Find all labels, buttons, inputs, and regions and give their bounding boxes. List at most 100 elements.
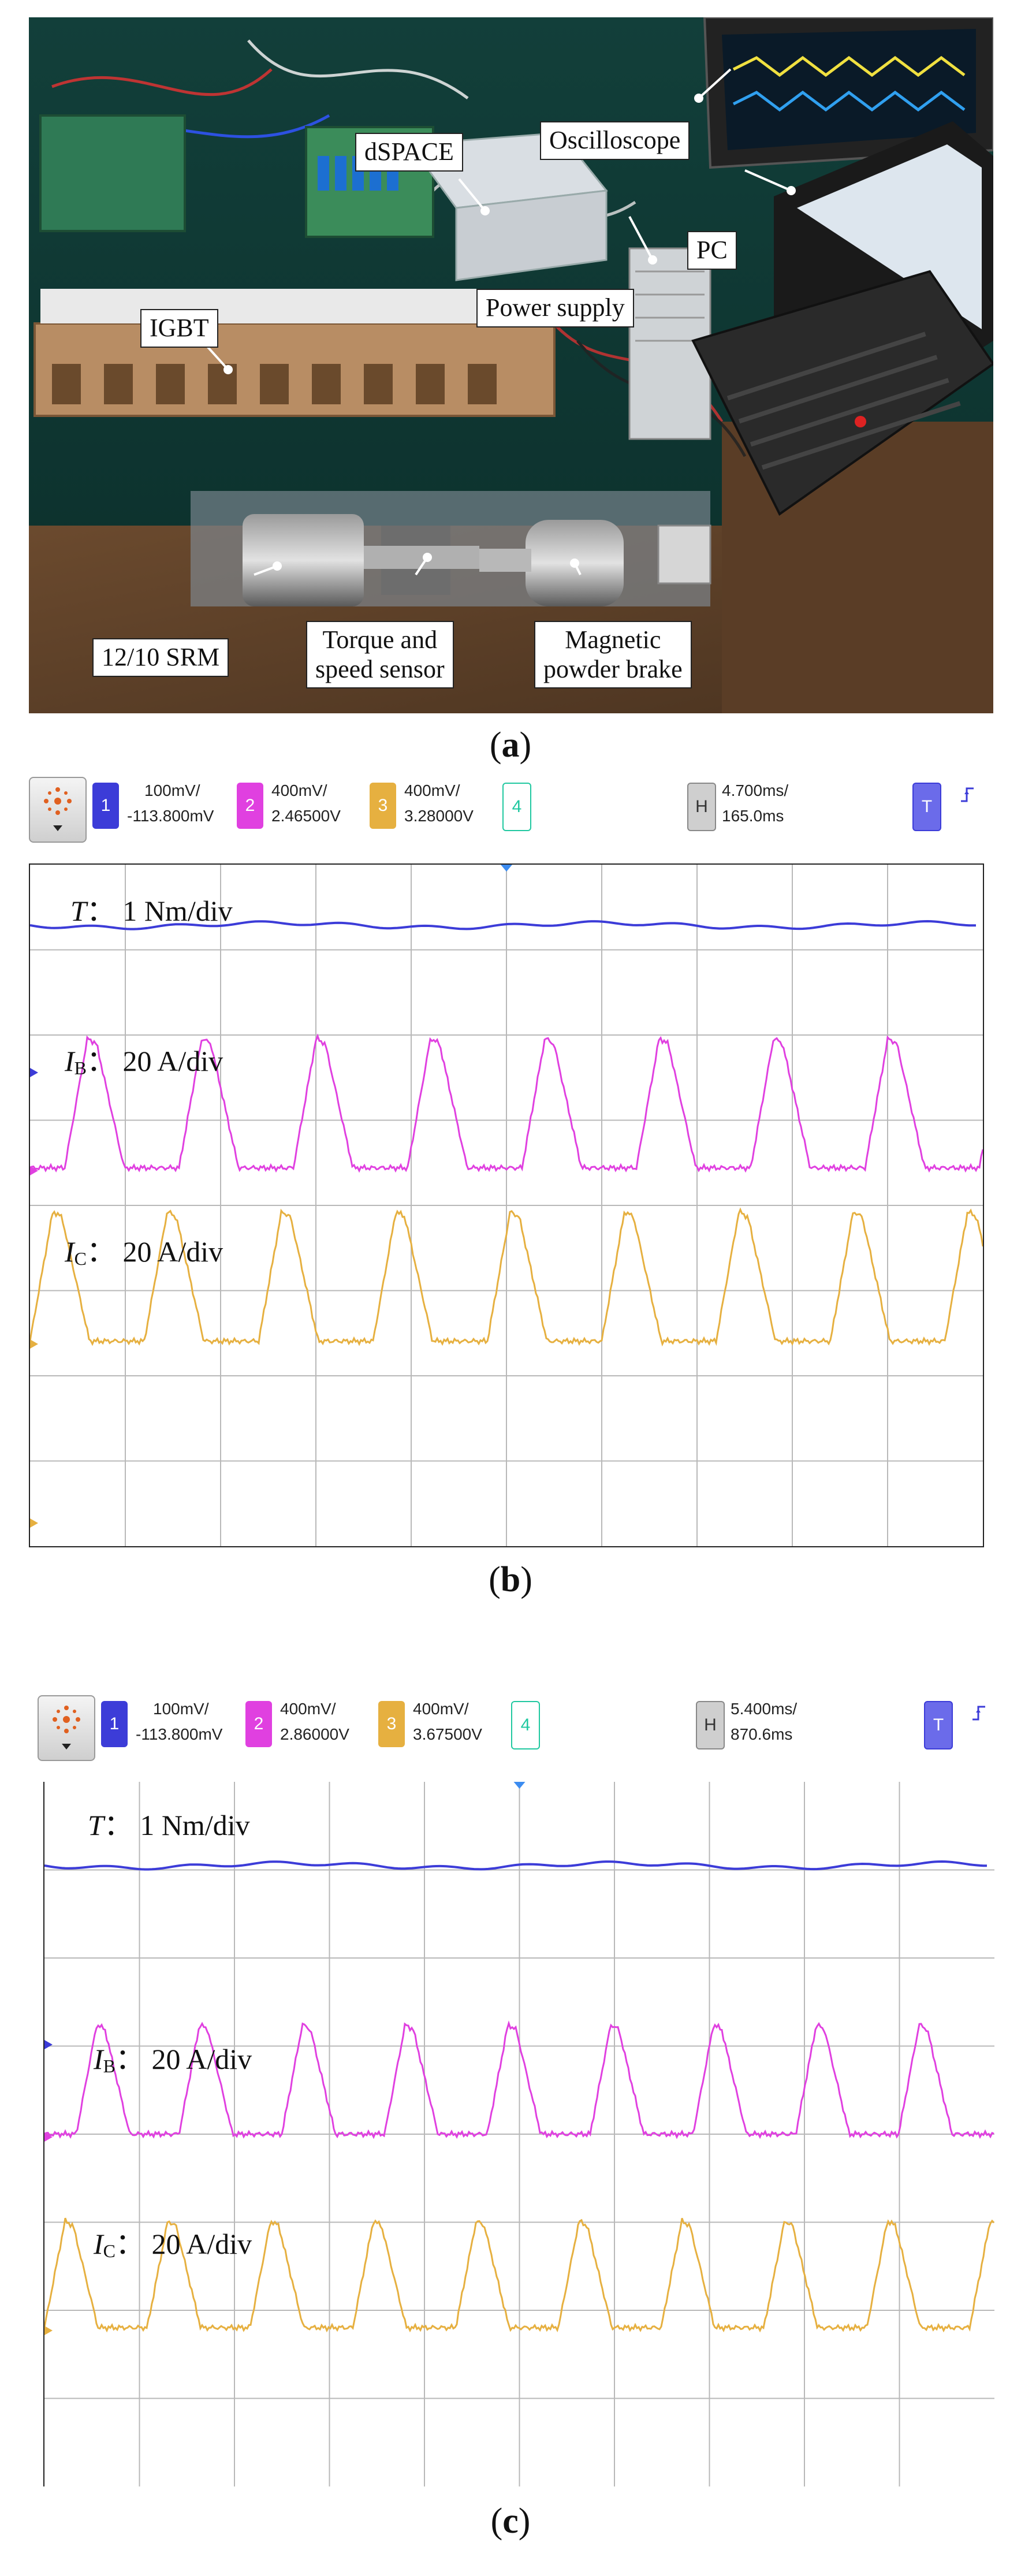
h-scale-b: 4.700ms/ <box>722 781 789 799</box>
channel-2-badge-b[interactable]: 2 <box>237 783 263 829</box>
channel-1-badge-b[interactable]: 1 <box>92 783 119 829</box>
caption-a: (a) <box>489 725 532 765</box>
ic-subscript-c: C <box>103 2240 115 2261</box>
channel-3-badge-c[interactable]: 3 <box>378 1701 405 1747</box>
ib-subscript-c: B <box>103 2056 115 2076</box>
ground-marker-1-b <box>30 1068 38 1077</box>
scope-menu-icon <box>44 787 72 831</box>
trigger-edge-icon <box>961 787 974 802</box>
channel-4-badge-c[interactable]: 4 <box>511 1701 540 1749</box>
horizontal-badge-c[interactable]: H <box>696 1701 725 1749</box>
trigger-badge-c[interactable]: T <box>924 1701 953 1749</box>
ib-scale-c: 20 A/div <box>151 2043 252 2075</box>
ic-symbol-b: I <box>65 1235 74 1268</box>
channel-2-settings-b: 400mV/2.46500V <box>271 778 341 829</box>
ic-symbol-c: I <box>94 2228 103 2260</box>
channel-2-settings-c: 400mV/2.86000V <box>280 1696 349 1747</box>
ch2-scale-c: 400mV/ <box>280 1700 336 1718</box>
torque-scale-b: 1 Nm/div <box>122 895 233 927</box>
trace-torque-b <box>29 920 977 930</box>
channel-4-badge-b[interactable]: 4 <box>502 783 531 831</box>
caption-b-letter: b <box>500 1560 521 1599</box>
horizontal-badge-b[interactable]: H <box>687 783 716 831</box>
label-power-supply: Power supply <box>476 289 634 327</box>
ib-scale-b: 20 A/div <box>122 1045 223 1077</box>
caption-b: (b) <box>489 1560 532 1599</box>
trace-label-ic-b: IC： 20 A/div <box>65 1235 223 1269</box>
trace-ib-b <box>29 1033 984 1173</box>
torque-symbol-c: T <box>88 1809 104 1841</box>
trace-label-ic-c: IC： 20 A/div <box>94 2228 252 2261</box>
label-brake-line1: Magnetic <box>565 626 661 654</box>
trigger-position-marker-b <box>501 865 512 872</box>
h-position-c: 870.6ms <box>731 1725 793 1743</box>
scope-menu-button-b[interactable] <box>29 777 87 843</box>
ch1-offset-b: -113.800mV <box>127 807 214 825</box>
grid-b <box>30 865 983 1546</box>
trace-label-torque-c: T： 1 Nm/div <box>88 1809 250 1841</box>
channel-3-badge-b[interactable]: 3 <box>370 783 396 829</box>
test-bench-photo: dSPACE Oscilloscope PC Power supply IGBT… <box>29 17 993 713</box>
scope-waveforms-c <box>43 1782 995 2486</box>
label-pc: PC <box>687 231 737 270</box>
channel-3-settings-c: 400mV/3.67500V <box>413 1696 482 1747</box>
ground-marker-4-b <box>30 1518 38 1528</box>
label-igbt: IGBT <box>140 309 218 348</box>
ch3-offset-b: 3.28000V <box>404 807 474 825</box>
ic-scale-c: 20 A/div <box>151 2228 252 2260</box>
torque-scale-c: 1 Nm/div <box>140 1809 250 1841</box>
ib-symbol-c: I <box>94 2043 103 2075</box>
ch1-scale-c: 100mV/ <box>153 1700 209 1718</box>
trace-ib-c <box>44 2020 994 2139</box>
ch2-offset-b: 2.46500V <box>271 807 341 825</box>
scope-waveforms-b <box>29 865 984 1546</box>
ib-symbol-b: I <box>65 1045 74 1077</box>
scope-panel-b: 1 100mV/ -113.800mV 2 400mV/2.46500V 3 40… <box>0 777 1021 1551</box>
scope-panel-c: 1 100mV/ -113.800mV 2 400mV/2.86000V 3 40… <box>0 1695 1021 2489</box>
trace-ic-b <box>29 1207 984 1347</box>
channel-2-badge-c[interactable]: 2 <box>245 1701 272 1747</box>
ground-marker-3-c <box>44 2326 53 2335</box>
ground-marker-1-c <box>44 2040 53 2049</box>
ch1-scale-b: 100mV/ <box>144 781 200 799</box>
scope-screen-c: T： 1 Nm/div IB： 20 A/div IC： 20 A/div <box>43 1782 995 2486</box>
label-dspace: dSPACE <box>355 133 463 172</box>
ch3-offset-c: 3.67500V <box>413 1725 482 1743</box>
label-torque-line1: Torque and <box>322 626 438 654</box>
label-brake-line2: powder brake <box>543 654 683 683</box>
channel-1-settings-b: 100mV/ -113.800mV <box>127 778 214 829</box>
scope-menu-button-c[interactable] <box>38 1695 95 1761</box>
h-scale-c: 5.400ms/ <box>731 1700 798 1718</box>
channel-3-settings-b: 400mV/3.28000V <box>404 778 474 829</box>
horizontal-settings-b: 4.700ms/165.0ms <box>722 778 788 829</box>
label-magnetic-powder-brake: Magnetic powder brake <box>534 621 692 689</box>
horizontal-settings-c: 5.400ms/870.6ms <box>731 1696 797 1747</box>
caption-a-letter: a <box>501 725 520 765</box>
trigger-position-marker-c <box>513 1782 526 1789</box>
ground-marker-3-b <box>30 1339 38 1349</box>
h-position-b: 165.0ms <box>722 807 784 825</box>
ib-subscript-b: B <box>74 1058 87 1078</box>
trigger-edge-icon <box>972 1706 985 1721</box>
scope-screen-b: T： 1 Nm/div IB： 20 A/div IC： 20 A/div <box>29 863 984 1547</box>
label-torque-line2: speed sensor <box>315 654 445 683</box>
torque-symbol-b: T <box>70 895 87 927</box>
trace-label-ib-c: IB： 20 A/div <box>94 2043 252 2076</box>
ic-subscript-b: C <box>74 1248 87 1269</box>
trace-torque-c <box>44 1860 988 1871</box>
caption-c: (c) <box>490 2501 531 2541</box>
label-srm: 12/10 SRM <box>92 638 229 677</box>
trigger-badge-b[interactable]: T <box>912 783 941 831</box>
grid-c <box>44 1782 994 2486</box>
channel-1-badge-c[interactable]: 1 <box>101 1701 128 1747</box>
ic-scale-b: 20 A/div <box>122 1235 223 1268</box>
ch2-scale-b: 400mV/ <box>271 781 327 799</box>
trace-label-torque-b: T： 1 Nm/div <box>70 895 233 927</box>
ground-marker-2-b <box>30 1166 38 1175</box>
test-bench-illustration <box>29 17 993 713</box>
trace-ic-c <box>43 2217 995 2333</box>
label-oscilloscope: Oscilloscope <box>540 121 690 160</box>
channel-1-settings-c: 100mV/ -113.800mV <box>136 1696 222 1747</box>
ch1-offset-c: -113.800mV <box>136 1725 223 1743</box>
scope-menu-icon <box>53 1706 80 1749</box>
